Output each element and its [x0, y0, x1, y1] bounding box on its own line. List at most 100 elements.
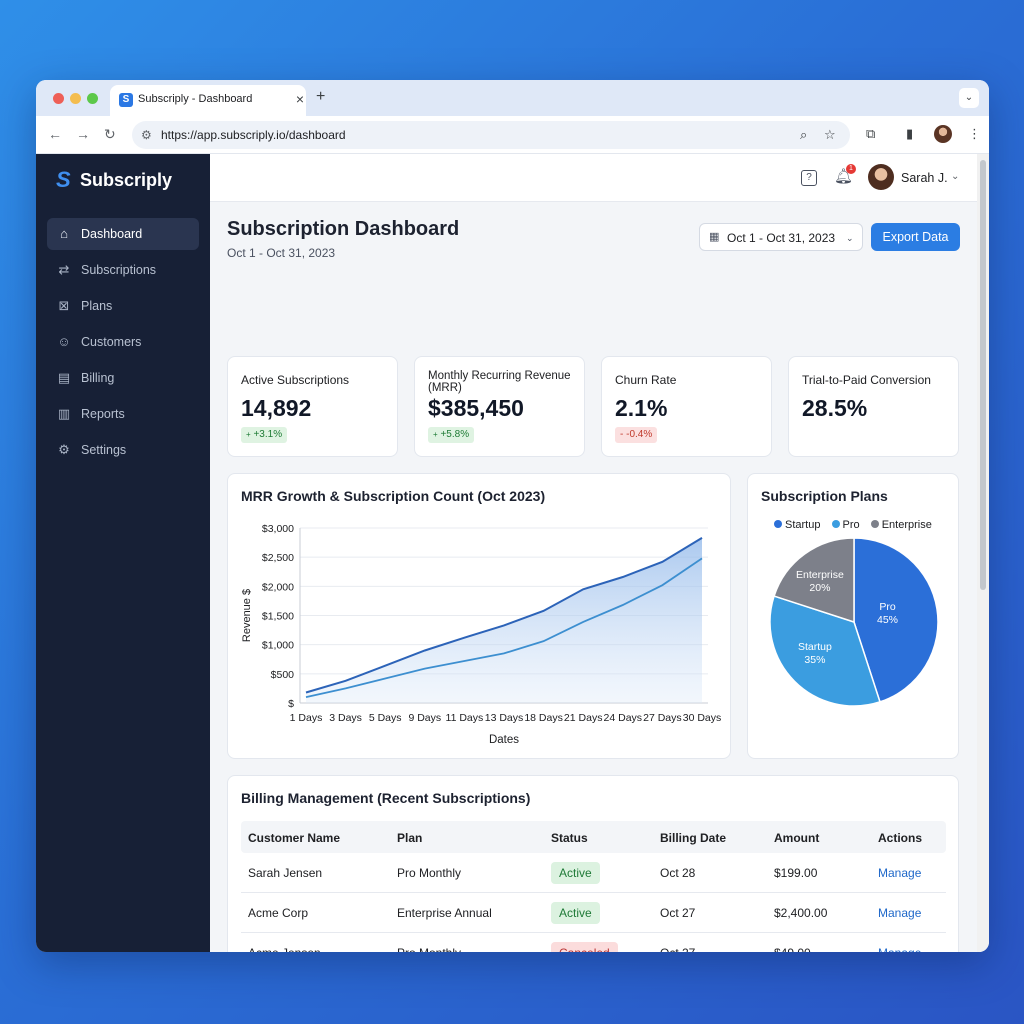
- document-icon: ▤: [57, 370, 71, 385]
- reload-icon[interactable]: ↻: [104, 126, 116, 142]
- kpi-value: 28.5%: [802, 395, 868, 421]
- calendar-icon: ▦: [709, 231, 720, 243]
- browser-tab[interactable]: S Subscriply - Dashboard ×: [110, 85, 306, 116]
- cell-billing-date: Oct 28: [660, 866, 696, 880]
- column-header-plan[interactable]: Plan: [397, 831, 423, 845]
- pie-slice-enterprise[interactable]: [773, 537, 855, 624]
- manage-link[interactable]: Manage: [878, 946, 921, 952]
- tab-bar: S Subscriply - Dashboard × + ⌄: [36, 80, 989, 116]
- kpi-label: Trial-to-Paid Conversion: [802, 373, 931, 387]
- forward-arrow-icon[interactable]: →: [76, 126, 90, 142]
- scrollbar-thumb[interactable]: [980, 160, 986, 590]
- status-badge: Active: [551, 902, 600, 924]
- cell-customer: Acme Jensen: [248, 946, 321, 952]
- site-settings-icon[interactable]: ⚙: [141, 128, 152, 142]
- legend-swatch: [870, 520, 879, 528]
- x-tick-label: 27 Days: [643, 712, 682, 724]
- sidebar-item-label: Subscriptions: [81, 263, 157, 277]
- chevron-down-icon[interactable]: ⌄: [951, 171, 960, 182]
- url-field[interactable]: ⚙ https://app.subscriply.io/dashboard ⌕ …: [132, 121, 850, 149]
- cell-plan: Enterprise Annual: [397, 906, 492, 920]
- repeat-icon: ⇄: [58, 262, 70, 277]
- column-header-actions: Actions: [878, 831, 923, 845]
- table-row: Acme Jensen Pro Monthly Canceled Oct 27 $49.…: [241, 933, 946, 952]
- kpi-value: 14,892: [241, 395, 312, 421]
- x-axis-label: Dates: [489, 734, 519, 746]
- chevron-down-icon: ⌄: [846, 233, 854, 243]
- kpi-value: 2.1%: [615, 395, 668, 421]
- pie-slice-pro[interactable]: [853, 537, 939, 703]
- main-content: ? 🔔︎ 1 Sarah J. ⌄ Subscription Dashboard…: [210, 154, 977, 952]
- kpi-change-badge: + +3.1%: [241, 427, 288, 443]
- sidebar-item-settings[interactable]: ⚙ Settings: [47, 434, 199, 466]
- close-window-button[interactable]: [53, 93, 64, 104]
- sidebar-item-plans[interactable]: ⊠ Plans: [47, 290, 199, 322]
- status-badge: Active: [551, 862, 600, 884]
- series-line-1: [305, 537, 703, 694]
- legend-swatch: [831, 520, 840, 528]
- sidebar-item-dashboard[interactable]: ⌂ Dashboard: [47, 218, 199, 250]
- page-scrollbar[interactable]: [977, 154, 989, 952]
- x-tick-label: 13 Days: [485, 712, 524, 724]
- export-data-button[interactable]: Export Data: [871, 223, 960, 251]
- y-tick-label: $500: [271, 669, 295, 681]
- date-range-label: Oct 1 - Oct 31, 2023: [727, 231, 836, 245]
- kpi-label: Active Subscriptions: [241, 373, 350, 387]
- browser-menu-icon[interactable]: ⋮: [968, 126, 981, 141]
- date-range-picker[interactable]: ▦ Oct 1 - Oct 31, 2023 ⌄: [699, 223, 863, 251]
- back-arrow-icon[interactable]: ←: [48, 126, 62, 142]
- zoom-icon[interactable]: ⌕: [800, 127, 808, 142]
- x-tick-label: 1 Days: [290, 712, 323, 724]
- subscription-plans-pie: [769, 537, 939, 707]
- subscriply-favicon-icon: S: [119, 93, 133, 107]
- kpi-value: $385,450: [428, 395, 524, 421]
- x-tick-label: 5 Days: [369, 712, 402, 724]
- sidepanel-icon[interactable]: ▮: [906, 126, 914, 141]
- top-bar: ? 🔔︎ 1 Sarah J. ⌄: [210, 154, 977, 202]
- help-icon[interactable]: ?: [801, 170, 817, 186]
- kpi-card-mrr: Monthly Recurring Revenue (MRR) $385,450…: [414, 356, 585, 457]
- cell-plan: Pro Monthly: [397, 866, 462, 880]
- browser-profile-avatar[interactable]: [934, 125, 952, 143]
- sidebar-item-customers[interactable]: ☺ Customers: [47, 326, 199, 358]
- maximize-window-button[interactable]: [87, 93, 98, 104]
- minimize-window-button[interactable]: [70, 93, 81, 104]
- sidebar-item-billing[interactable]: ▤ Billing: [47, 362, 199, 394]
- sidebar-item-reports[interactable]: ▥ Reports: [47, 398, 199, 430]
- subscription-plans-card: Subscription Plans Startup Pro Enterpris…: [747, 473, 959, 759]
- column-header-customer[interactable]: Customer Name: [248, 831, 341, 845]
- tab-close-icon[interactable]: ×: [295, 91, 304, 107]
- manage-link[interactable]: Manage: [878, 866, 922, 880]
- column-header-status[interactable]: Status: [551, 831, 588, 845]
- mrr-growth-chart-card: MRR Growth & Subscription Count (Oct 202…: [227, 473, 731, 759]
- browser-window: S Subscriply - Dashboard × + ⌄ ← → ↻ ⚙ h…: [36, 80, 989, 952]
- x-tick-label: 21 Days: [564, 712, 603, 724]
- column-header-billing-date[interactable]: Billing Date: [660, 831, 727, 845]
- extensions-icon[interactable]: ⧉: [866, 126, 876, 141]
- column-header-amount[interactable]: Amount: [774, 831, 820, 845]
- area-fill: [306, 537, 702, 703]
- tab-search-button[interactable]: ⌄: [959, 88, 979, 108]
- bar-chart-icon: ▥: [57, 406, 71, 421]
- home-icon: ⌂: [60, 226, 68, 241]
- page-title: Subscription Dashboard: [227, 218, 460, 240]
- manage-link[interactable]: Manage: [878, 906, 922, 920]
- new-tab-button[interactable]: +: [316, 88, 326, 105]
- user-name[interactable]: Sarah J.: [901, 171, 948, 185]
- cell-plan: Pro Monthly: [397, 946, 461, 952]
- y-axis-label: Revenue $: [241, 589, 253, 642]
- status-badge: Canceled: [551, 942, 618, 952]
- notification-badge: 1: [846, 164, 856, 174]
- gear-icon: ⚙: [58, 442, 70, 457]
- legend-swatch: [774, 520, 782, 528]
- legend-item-enterprise: Enterprise: [870, 519, 932, 531]
- kpi-label: Monthly Recurring Revenue (MRR): [428, 370, 571, 394]
- pie-slice-startup[interactable]: [769, 595, 881, 707]
- user-avatar[interactable]: [868, 164, 894, 190]
- bookmark-star-icon[interactable]: ☆: [824, 127, 836, 142]
- sidebar-item-subscriptions[interactable]: ⇄ Subscriptions: [47, 254, 199, 286]
- url-text[interactable]: https://app.subscriply.io/dashboard: [161, 128, 346, 142]
- tab-title: Subscriply - Dashboard: [138, 93, 253, 105]
- cell-customer: Sarah Jensen: [248, 866, 323, 880]
- kpi-card-churn-rate: Churn Rate 2.1% - -0.4%: [601, 356, 772, 457]
